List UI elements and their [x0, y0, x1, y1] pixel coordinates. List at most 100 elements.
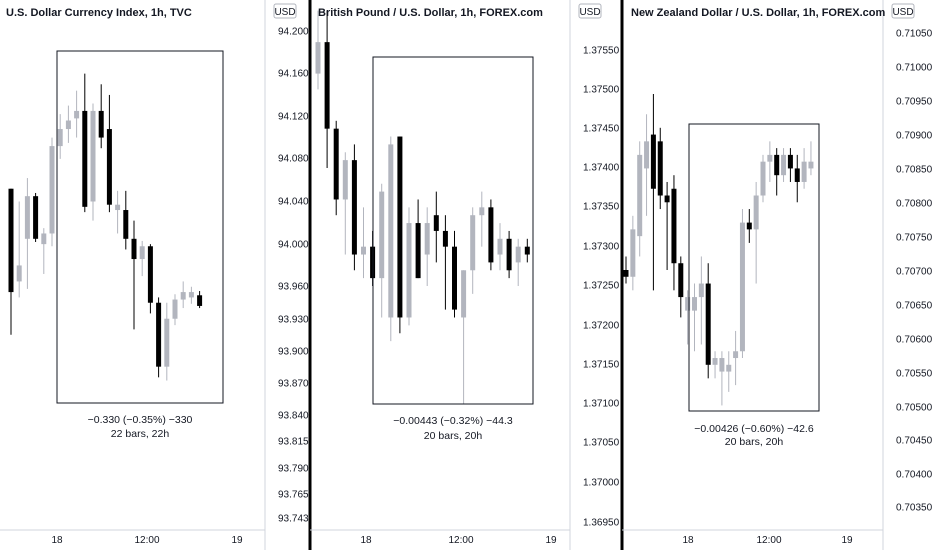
price-tick-label: 93.765 — [278, 490, 309, 501]
candle-body — [470, 215, 476, 271]
candle-body — [106, 129, 112, 205]
candle-body — [623, 270, 629, 277]
price-tick-label: 93.840 — [278, 411, 309, 422]
price-tick-label: 0.70400 — [896, 470, 932, 481]
measure-bars-label: 20 bars, 20h — [424, 430, 483, 442]
candle — [41, 228, 47, 274]
candle-body — [506, 238, 512, 271]
candle — [424, 207, 430, 286]
candle — [470, 207, 476, 294]
candle-body — [147, 246, 153, 303]
candle-body — [774, 154, 780, 176]
candle-body — [188, 292, 194, 298]
candle — [82, 73, 88, 213]
candle-body — [794, 168, 800, 182]
candle — [664, 181, 670, 270]
candle — [497, 223, 503, 271]
price-tick-label: 93.870 — [278, 379, 309, 390]
candle-body — [515, 246, 521, 263]
price-tick-label: 0.70800 — [896, 199, 932, 210]
candle — [123, 190, 129, 250]
candle — [442, 215, 448, 310]
candle-body — [406, 223, 412, 318]
candle — [515, 238, 521, 286]
candle-body — [65, 120, 71, 130]
candle-body — [664, 195, 670, 203]
candle — [808, 141, 814, 176]
candle — [24, 178, 30, 289]
candle-body — [324, 42, 330, 129]
candle-body — [123, 210, 129, 239]
candle-body — [705, 283, 711, 365]
price-tick-label: 1.37550 — [583, 46, 620, 57]
candle — [787, 148, 793, 182]
candle — [698, 256, 704, 345]
candle — [479, 191, 485, 247]
candle-body — [49, 146, 55, 234]
candle — [685, 290, 691, 345]
measure-change-label: −0.00443 (−0.32%) −44.3 — [393, 415, 513, 427]
price-tick-label: 1.37350 — [583, 202, 620, 213]
candle-body — [479, 207, 485, 216]
candle — [746, 209, 752, 243]
candle — [760, 154, 766, 203]
candle-body — [82, 110, 88, 207]
candle-body — [57, 129, 63, 147]
chart-panel-2: British Pound / U.S. Dollar, 1h, FOREX.c… — [310, 0, 620, 550]
candle-body — [746, 222, 752, 230]
price-tick-label: 1.37200 — [583, 321, 620, 332]
price-tick-label: 93.815 — [278, 437, 309, 448]
candle-body — [442, 230, 448, 247]
candle-body — [753, 195, 759, 230]
candle — [180, 281, 186, 309]
price-tick-label: 93.930 — [278, 315, 309, 326]
candle-body — [156, 302, 162, 367]
candle — [379, 183, 385, 318]
measure-box — [688, 123, 820, 412]
candle — [156, 297, 162, 378]
time-tick-label: 19 — [231, 535, 243, 546]
candle-body — [685, 297, 691, 311]
candle — [16, 201, 22, 298]
time-tick-label: 19 — [841, 535, 853, 546]
measure-box — [56, 50, 224, 404]
candle-body — [315, 42, 321, 74]
price-tick-label: 1.37450 — [583, 124, 620, 135]
chart-title: British Pound / U.S. Dollar, 1h, FOREX.c… — [318, 7, 543, 19]
candle — [188, 286, 194, 304]
price-tick-label: 93.960 — [278, 282, 309, 293]
candle — [644, 114, 650, 216]
candle — [33, 192, 39, 242]
candle-body — [24, 196, 30, 239]
candle-body — [180, 292, 186, 300]
candle — [678, 256, 684, 318]
currency-label: USD — [579, 7, 600, 18]
candle — [506, 230, 512, 279]
candle-body — [164, 318, 170, 367]
currency-badge — [273, 3, 297, 19]
candle — [726, 351, 732, 392]
candle — [147, 244, 153, 314]
candle — [692, 283, 697, 352]
candle — [406, 207, 412, 326]
candle-body — [351, 160, 357, 255]
price-tick-label: 1.37300 — [583, 242, 620, 253]
candle — [49, 137, 55, 247]
price-tick-label: 0.70600 — [896, 335, 932, 346]
price-tick-label: 94.160 — [278, 69, 309, 80]
price-tick-label: 1.36950 — [583, 518, 620, 529]
currency-badge — [891, 3, 915, 19]
candle — [115, 190, 121, 234]
candle — [623, 256, 629, 284]
candle — [712, 351, 718, 379]
candle-body — [657, 141, 663, 196]
candle — [351, 144, 357, 271]
candle-body — [98, 110, 104, 138]
candle — [98, 84, 104, 149]
candle-body — [630, 229, 636, 277]
candle — [315, 10, 321, 90]
candle — [361, 207, 366, 279]
candle-body — [388, 144, 394, 318]
price-tick-label: 0.70450 — [896, 436, 932, 447]
candle — [139, 240, 145, 277]
